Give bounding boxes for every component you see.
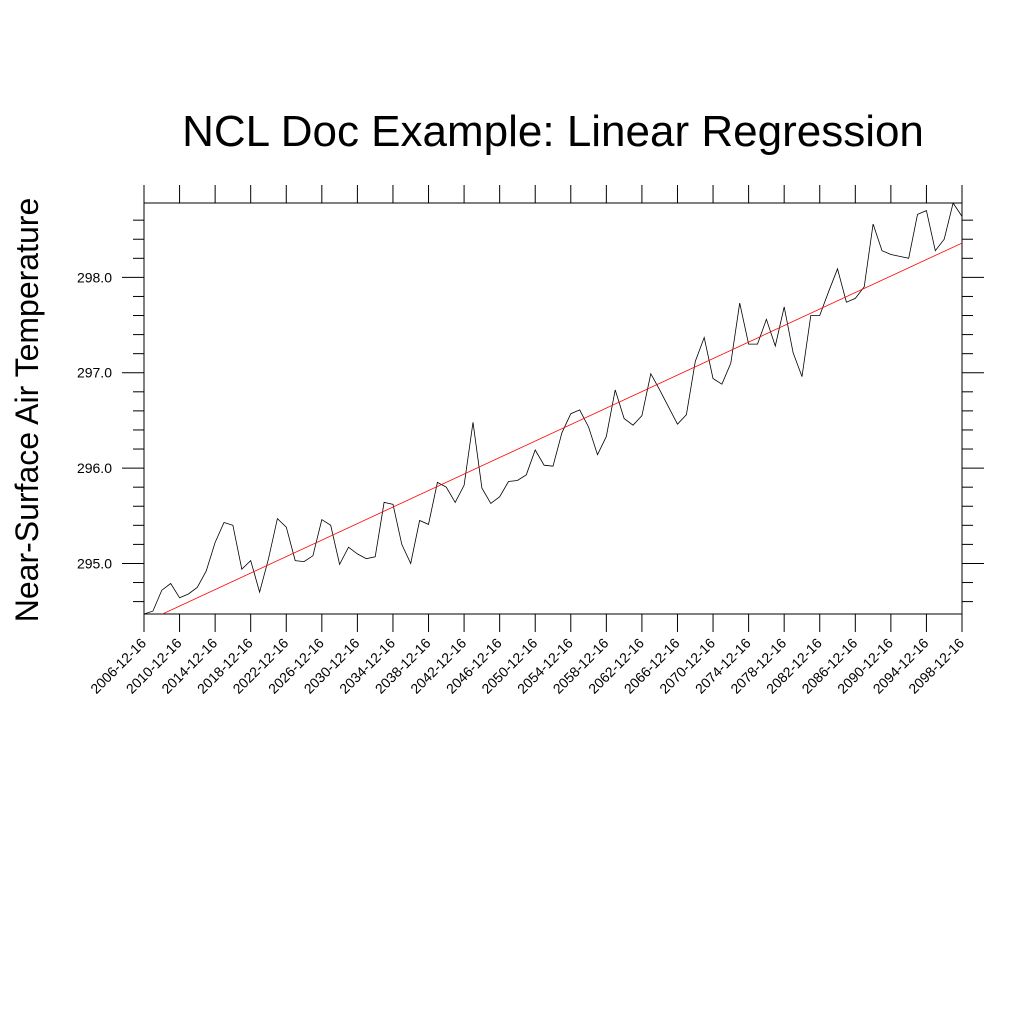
y-tick-label: 295.0: [77, 555, 112, 571]
temperature-series-line: [144, 203, 962, 614]
y-axis-label: Near-Surface Air Temperature: [9, 198, 45, 622]
plot-frame: [143, 202, 963, 615]
chart-title: NCL Doc Example: Linear Regression: [182, 107, 924, 156]
y-tick-label: 297.0: [77, 365, 112, 381]
regression-line: [161, 242, 962, 614]
y-tick-label: 298.0: [77, 269, 112, 285]
plot-area: 2006-12-162010-12-162014-12-162018-12-16…: [77, 185, 984, 697]
y-tick-label: 296.0: [77, 460, 112, 476]
